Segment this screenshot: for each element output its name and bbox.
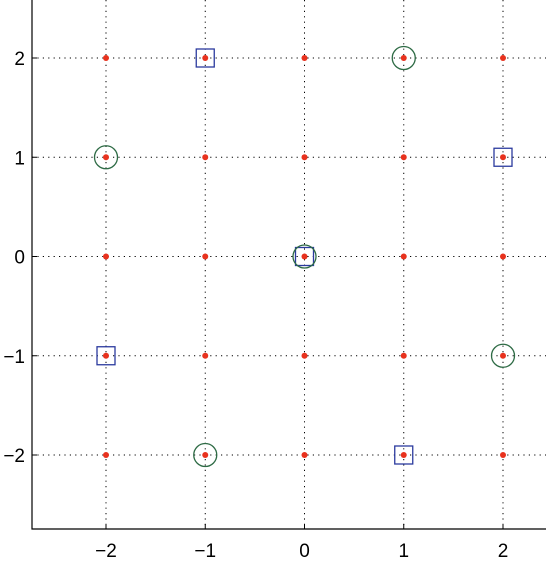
dot-point-23 <box>400 452 407 458</box>
dot-point-17 <box>301 352 308 359</box>
x-tick-label-1: −1 <box>194 541 216 562</box>
x-tick-label-0: −2 <box>95 541 117 562</box>
dot-point-6 <box>202 154 209 161</box>
square-marker-3 <box>96 346 116 366</box>
circle-marker-1 <box>93 145 119 170</box>
dot-point-21 <box>202 452 209 458</box>
data-points <box>93 45 516 468</box>
dot-point-4 <box>500 55 506 61</box>
dot-point-0 <box>103 55 109 61</box>
square-marker-0 <box>195 48 215 68</box>
dot-point-10 <box>103 253 109 260</box>
dot-point-13 <box>400 253 407 260</box>
dot-point-3 <box>400 55 407 61</box>
circle-marker-4 <box>193 442 218 468</box>
dot-point-15 <box>103 352 109 359</box>
square-marker-2 <box>294 246 315 267</box>
dot-point-19 <box>500 352 506 359</box>
dot-point-22 <box>301 452 308 458</box>
axes <box>31 0 546 530</box>
dot-point-18 <box>400 352 407 359</box>
square-marker-4 <box>394 445 414 465</box>
dot-point-12 <box>301 253 308 260</box>
dot-point-7 <box>301 154 308 161</box>
dot-point-16 <box>202 352 209 359</box>
y-tick-label-0: −2 <box>3 446 25 467</box>
tick-labels: −2 −1 0 1 2 −2 −1 0 1 2 <box>3 49 508 562</box>
dot-point-20 <box>103 452 109 458</box>
dot-point-9 <box>500 154 506 161</box>
y-tick-label-1: −1 <box>3 347 25 368</box>
square-marker-1 <box>493 147 513 167</box>
x-tick-label-3: 1 <box>398 541 409 562</box>
dot-point-14 <box>500 253 506 260</box>
tick-marks <box>32 57 504 529</box>
circle-marker-2 <box>292 244 317 269</box>
x-tick-label-4: 2 <box>498 541 509 562</box>
y-tick-label-4: 2 <box>14 49 25 70</box>
y-tick-label-3: 1 <box>14 148 25 169</box>
dot-point-2 <box>301 55 308 61</box>
dot-point-8 <box>400 154 407 161</box>
circle-marker-0 <box>391 45 416 71</box>
x-tick-label-2: 0 <box>299 541 310 562</box>
dot-point-11 <box>202 253 209 260</box>
dot-point-24 <box>500 452 506 458</box>
circle-marker-3 <box>490 343 516 368</box>
y-tick-label-2: 0 <box>14 248 25 269</box>
dot-point-5 <box>103 154 109 161</box>
dot-point-1 <box>202 55 209 61</box>
grid-lines <box>32 0 546 529</box>
